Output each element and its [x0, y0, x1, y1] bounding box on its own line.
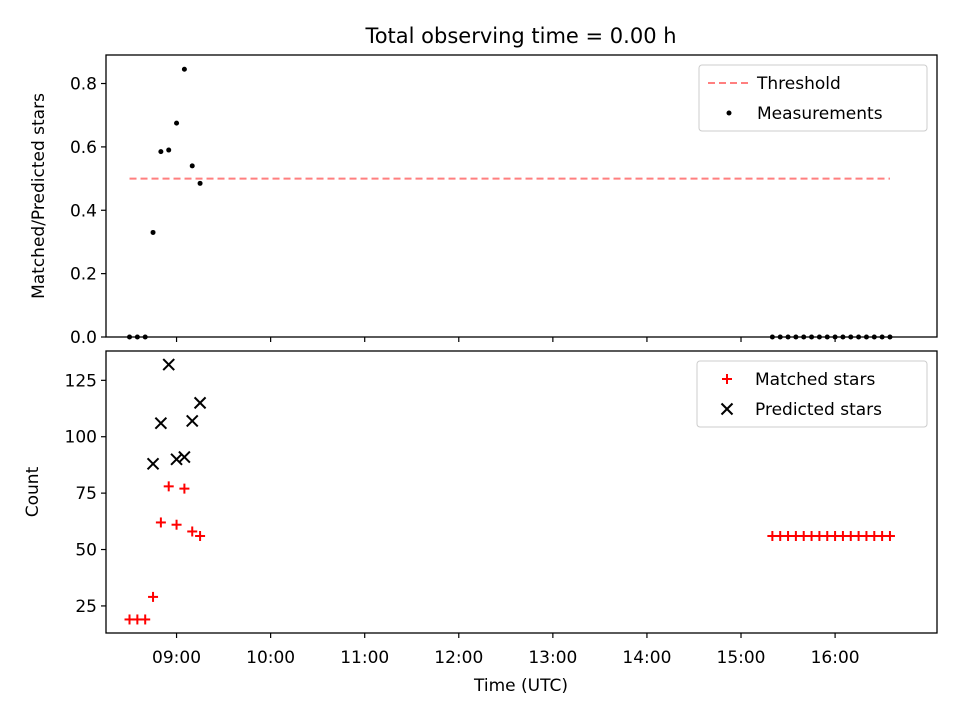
legend-item: Matched stars [722, 370, 875, 390]
legend-label: Measurements [757, 104, 883, 124]
x-tick-label: 10:00 [246, 648, 295, 668]
x-tick-label: 14:00 [622, 648, 671, 668]
data-point [155, 517, 166, 528]
data-point [158, 149, 164, 155]
bottom-legend: Matched stars Predicted stars [696, 360, 928, 428]
data-point [154, 416, 168, 430]
x-tick-label: 09:00 [152, 648, 201, 668]
top-y-axis: 0.0 0.2 0.4 0.6 0.8 [70, 75, 106, 348]
x-tick-label: 13:00 [528, 648, 577, 668]
y-tick-label: 0.6 [70, 138, 97, 158]
data-point [884, 530, 895, 541]
data-point [146, 457, 160, 471]
data-point [150, 229, 156, 235]
legend-label: Predicted stars [755, 400, 882, 420]
data-point [197, 180, 203, 186]
legend-swatch [726, 110, 732, 116]
data-point [148, 591, 159, 602]
bottom-y-axis-label: Count [23, 466, 43, 517]
legend-box [698, 64, 928, 132]
x-tick-label: 15:00 [717, 648, 766, 668]
data-point [179, 483, 190, 494]
legend-label: Matched stars [755, 370, 875, 390]
x-tick-label: 16:00 [811, 648, 860, 668]
bottom-plot-area [124, 358, 895, 625]
data-point [163, 481, 174, 492]
chart-title: Total observing time = 0.00 h [364, 24, 676, 48]
data-point [166, 147, 172, 153]
series-matched-stars [124, 481, 895, 625]
legend-box [696, 360, 928, 428]
data-point [195, 530, 206, 541]
top-legend: Threshold Measurements [698, 64, 928, 132]
data-point [174, 120, 180, 126]
top-x-axis [175, 337, 836, 342]
legend-swatch [720, 402, 734, 416]
y-tick-label: 0.4 [70, 201, 97, 221]
y-tick-label: 100 [65, 428, 97, 448]
y-tick-label: 50 [75, 541, 97, 561]
x-axis-label: Time (UTC) [473, 676, 568, 696]
data-point [178, 450, 191, 464]
y-tick-label: 75 [75, 484, 97, 504]
x-tick-label: 11:00 [340, 648, 389, 668]
y-tick-label: 0.0 [70, 328, 97, 348]
y-tick-label: 0.2 [70, 265, 97, 285]
data-point [181, 66, 187, 72]
legend-label: Threshold [756, 74, 841, 94]
series-predicted-stars [146, 358, 207, 471]
legend-swatch [722, 374, 732, 384]
top-y-axis-label: Matched/Predicted stars [29, 93, 49, 299]
top-axes-frame [105, 54, 938, 338]
y-tick-label: 25 [75, 597, 97, 617]
data-point [187, 526, 198, 537]
data-point [162, 358, 175, 371]
legend-item: Predicted stars [720, 400, 882, 420]
data-point [140, 614, 151, 625]
data-point [186, 414, 199, 428]
data-point [193, 396, 207, 410]
bottom-y-axis: 25 50 75 100 125 [65, 371, 106, 617]
y-tick-label: 125 [65, 371, 97, 391]
data-point [189, 163, 195, 169]
bottom-axes-frame [105, 350, 938, 634]
data-point [170, 453, 183, 466]
y-tick-label: 0.8 [70, 75, 97, 95]
bottom-panel: 25 50 75 100 125 09:00 10:00 11:00 12:00 13:00 14… [23, 350, 938, 696]
legend-item: Measurements [726, 104, 883, 124]
data-point [171, 519, 182, 530]
top-panel: 0.00.20.40.60.8 Matched/Predicted stars … [29, 54, 938, 348]
bottom-x-axis: 09:00 10:00 11:00 12:00 13:00 14:00 15:00 16:00 [152, 633, 860, 668]
legend-item: Threshold [708, 74, 841, 94]
x-tick-label: 12:00 [434, 648, 483, 668]
